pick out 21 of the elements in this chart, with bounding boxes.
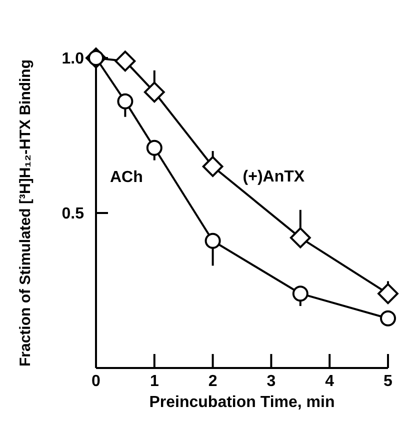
point: [144, 82, 165, 103]
point: [292, 286, 308, 302]
point: [380, 310, 396, 326]
series-label: ACh: [110, 169, 143, 186]
point: [117, 93, 134, 110]
x-axis-title: Preincubation Time, min: [149, 394, 335, 411]
x-tick-label: 3: [266, 373, 276, 390]
point: [202, 156, 224, 177]
point: [290, 227, 311, 248]
y-tick-label: 0.5: [62, 206, 84, 223]
point: [204, 232, 221, 249]
y-tick-label: 1.0: [62, 50, 84, 68]
y-axis-title: Fraction of Stimulated [³H]H₁₂-HTX Binding: [17, 59, 34, 367]
x-tick-label: 1: [150, 373, 159, 390]
x-tick-label: 4: [325, 373, 334, 390]
point: [114, 50, 136, 72]
series-label: (+)AnTX: [242, 168, 305, 186]
point: [146, 140, 162, 156]
x-tick-label: 5: [384, 373, 393, 390]
x-tick-label: 2: [208, 373, 218, 390]
x-tick-label: 0: [92, 373, 101, 390]
